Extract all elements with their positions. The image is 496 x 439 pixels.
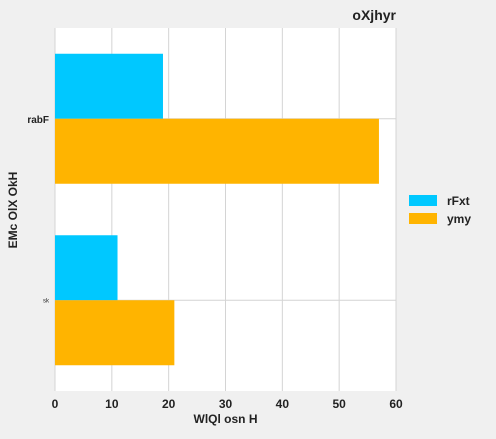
bar-ymy-sk — [55, 300, 175, 366]
x-tick-labels: 0 10 20 30 40 50 60 — [52, 397, 403, 411]
legend: rFxt ymy — [409, 194, 471, 226]
category-labels: rabF sk — [27, 115, 50, 305]
x-tick-label: 0 — [52, 397, 59, 411]
bar-ymy-rabf — [55, 118, 379, 184]
x-tick-label: 40 — [276, 397, 290, 411]
legend-swatch-ymy — [409, 213, 437, 224]
x-tick-label: 30 — [219, 397, 233, 411]
y-axis-label: EMc OlX OkH — [6, 172, 20, 249]
bar-rfxt-sk — [55, 235, 118, 301]
x-tick-label: 50 — [332, 397, 346, 411]
x-tick-label: 10 — [105, 397, 119, 411]
chart-title: oXjhyr — [352, 7, 396, 23]
y-category-label: rabF — [27, 115, 49, 126]
x-tick-label: 60 — [389, 397, 403, 411]
legend-swatch-rfxt — [409, 195, 437, 206]
x-axis-label: WlQl osn H — [194, 412, 258, 426]
bar-rfxt-rabf — [55, 53, 163, 119]
y-category-label: sk — [43, 298, 50, 304]
x-tick-label: 20 — [162, 397, 176, 411]
bars-layer — [55, 53, 379, 366]
legend-label-rfxt: rFxt — [447, 194, 470, 208]
legend-label-ymy: ymy — [447, 212, 471, 226]
